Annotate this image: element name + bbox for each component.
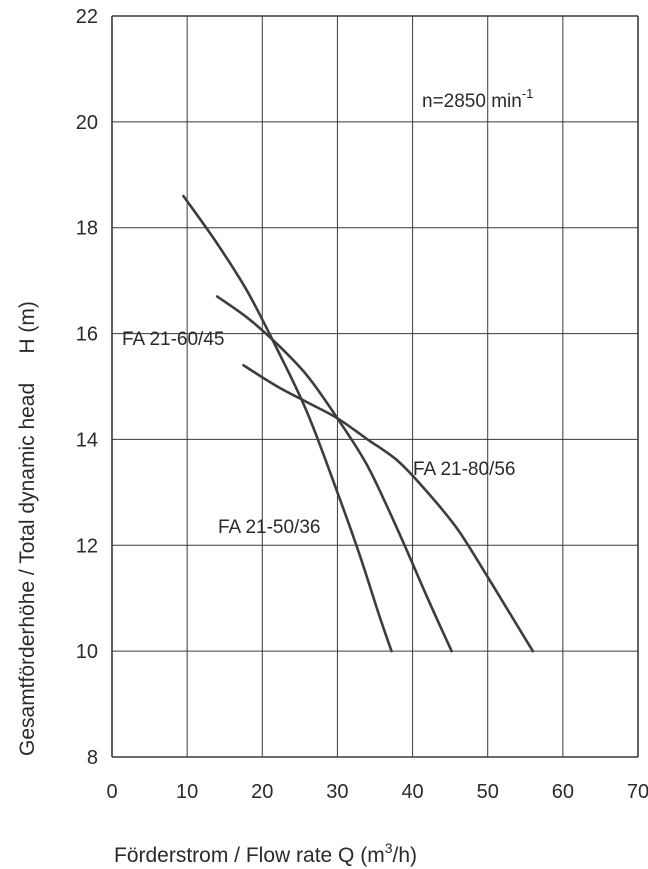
curves [182,194,535,653]
y-tick-labels: 8 10 12 14 16 18 20 22 [76,6,98,769]
y-tick-16: 16 [76,324,98,346]
x-tick-20: 20 [251,781,273,803]
grid [111,15,639,758]
y-tick-14: 14 [76,429,98,451]
curve-label-fa-21-80-56: FA 21-80/56 [413,459,515,480]
x-tick-30: 30 [326,781,348,803]
y-tick-12: 12 [76,535,98,557]
x-tick-70: 70 [627,781,648,803]
x-tick-labels: 0 10 20 30 40 50 60 70 [106,781,648,803]
y-tick-18: 18 [76,218,98,240]
y-tick-20: 20 [76,112,98,134]
x-axis-title: Förderstrom / Flow rate Q (m3/h) [114,840,417,867]
x-tick-10: 10 [176,781,198,803]
x-tick-60: 60 [552,781,574,803]
curve-label-fa-21-50-36: FA 21-50/36 [218,517,320,538]
speed-annotation: n=2850 min-1 [422,86,533,112]
y-axis-title: Gesamtförderhöhe / Total dynamic head H … [16,301,39,756]
y-tick-8: 8 [87,747,98,769]
x-tick-50: 50 [477,781,499,803]
curve-fa-21-50-36 [182,194,393,653]
curve-fa-21-80-56 [242,364,535,653]
x-tick-40: 40 [401,781,423,803]
y-tick-10: 10 [76,641,98,663]
x-tick-0: 0 [106,781,117,803]
curve-label-fa-21-60-45: FA 21-60/45 [122,329,224,350]
y-tick-22: 22 [76,6,98,28]
